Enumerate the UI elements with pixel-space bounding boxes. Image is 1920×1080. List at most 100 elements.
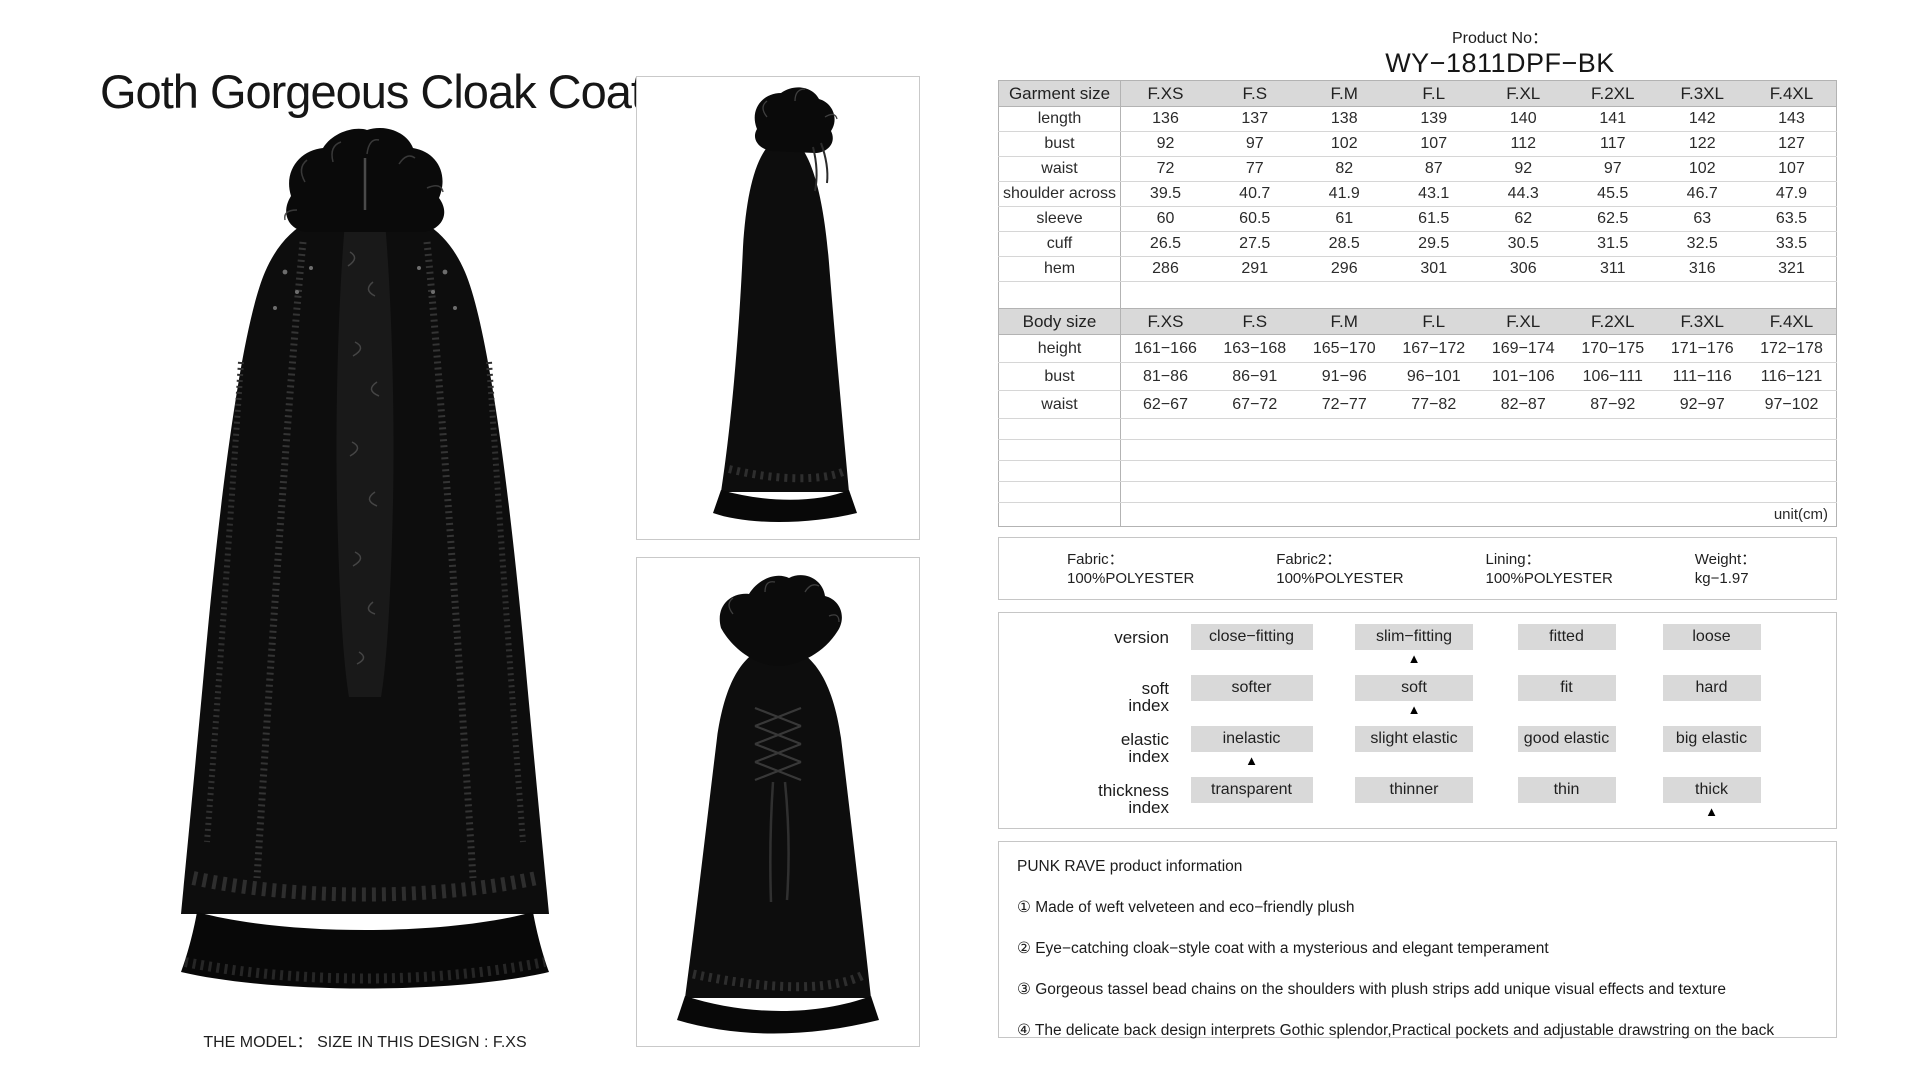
fabric-label: Fabric2：: [1276, 550, 1342, 568]
index-cell-slot: soft ▲: [1334, 675, 1494, 726]
fabric-value: 100%POLYESTER: [1067, 569, 1195, 587]
row-label: length: [998, 106, 1121, 132]
row-label: waist: [998, 156, 1121, 182]
coat-back-photo: [636, 557, 920, 1047]
unit-note: unit(cm): [1773, 506, 1828, 523]
table-cell: 82: [1299, 156, 1389, 182]
index-row: thickness index transparent thinner thin thi…: [999, 777, 1836, 828]
unit-row: unit(cm): [998, 502, 1837, 527]
table-cell: 45.5: [1568, 181, 1658, 207]
index-cell-slot: hard: [1639, 675, 1784, 726]
table-cell: [1121, 282, 1837, 309]
table-cell: 41.9: [1299, 181, 1389, 207]
table-cell: 26.5: [1120, 231, 1210, 257]
table-cell: 62: [1478, 206, 1568, 232]
table-cell: 91−96: [1299, 362, 1389, 391]
coat-side-image: [713, 87, 857, 522]
table-cell: 306: [1478, 256, 1568, 282]
table-cell: 296: [1299, 256, 1389, 282]
index-cell: fit: [1517, 675, 1616, 701]
index-row: version close−fitting slim−fitting ▲ fitted l…: [999, 624, 1836, 675]
table-cell: 77−82: [1389, 390, 1479, 419]
table-cell: 102: [1657, 156, 1747, 182]
table-cell: 87: [1389, 156, 1479, 182]
table-cell: 39.5: [1120, 181, 1210, 207]
index-row-label: soft index: [1128, 679, 1169, 715]
body-size-row: bust 81−86 86−91 91−96 96−101 101−106 106−111 1…: [998, 362, 1837, 391]
fabric-value: 100%POLYESTER: [1485, 569, 1613, 587]
index-cell-slot: close−fitting: [1169, 624, 1334, 675]
row-label: [998, 439, 1121, 461]
table-cell: 92: [1120, 131, 1210, 157]
index-cell-slot: thin: [1494, 777, 1639, 828]
index-cell-slot: thick ▲: [1639, 777, 1784, 828]
table-cell: 107: [1389, 131, 1479, 157]
table-cell: 32.5: [1657, 231, 1747, 257]
index-cell: thick: [1662, 777, 1761, 803]
table-cell: 111−116: [1657, 362, 1747, 391]
index-row: soft index softer soft ▲ fit hard: [999, 675, 1836, 726]
table-cell: F.S: [1210, 80, 1300, 107]
garment-size-row: cuff 26.5 27.5 28.5 29.5 30.5 31.5 32.5 33.5: [998, 231, 1837, 257]
fabric-item: Weight： kg−1.97: [1627, 550, 1836, 588]
table-cell: 140: [1478, 106, 1568, 132]
index-cell: big elastic: [1662, 726, 1761, 752]
table-cell: 161−166: [1120, 334, 1210, 363]
table-cell: F.S: [1210, 308, 1300, 335]
table-cell: 142: [1657, 106, 1747, 132]
product-info-box: PUNK RAVE product information ① Made of …: [998, 841, 1837, 1039]
table-cell: 102: [1299, 131, 1389, 157]
index-cell-slot: fitted: [1494, 624, 1639, 675]
table-cell: 321: [1747, 256, 1837, 282]
row-label: sleeve: [998, 206, 1121, 232]
index-cell-slot: thinner: [1334, 777, 1494, 828]
table-cell: 81−86: [1120, 362, 1210, 391]
index-cell-slot: slight elastic: [1334, 726, 1494, 777]
coat-back-image: [677, 575, 879, 1034]
index-cell: transparent: [1190, 777, 1313, 803]
table-cell: [1120, 418, 1837, 440]
table-cell: 67−72: [1210, 390, 1300, 419]
table-cell: 82−87: [1478, 390, 1568, 419]
index-row: elastic index inelastic ▲ slight elastic goo…: [999, 726, 1836, 777]
table-cell: F.4XL: [1747, 80, 1837, 107]
table-cell: 62−67: [1120, 390, 1210, 419]
table-cell: F.4XL: [1747, 308, 1837, 335]
table-cell: 139: [1389, 106, 1479, 132]
table-cell: 165−170: [1299, 334, 1389, 363]
table-cell: 28.5: [1299, 231, 1389, 257]
index-cell: softer: [1190, 675, 1313, 701]
garment-size-row: length 136 137 138 139 140 141 142 143: [998, 106, 1837, 132]
table-cell: 96−101: [1389, 362, 1479, 391]
product-info-item: ③ Gorgeous tassel bead chains on the sho…: [1017, 981, 1726, 998]
selected-marker-icon: ▲: [1407, 702, 1421, 717]
row-label: cuff: [998, 231, 1121, 257]
table-cell: F.XS: [1120, 80, 1210, 107]
row-label: bust: [998, 362, 1121, 391]
index-cell-slot: slim−fitting ▲: [1334, 624, 1494, 675]
fabric-value: 100%POLYESTER: [1276, 569, 1404, 587]
corset-lacing: [754, 706, 802, 782]
index-cell-slot: big elastic: [1639, 726, 1784, 777]
model-size-note: THE MODEL： SIZE IN THIS DESIGN : F.XS: [203, 1034, 527, 1051]
table-cell: 311: [1568, 256, 1658, 282]
product-number: Product No： WY−1811DPF−BK: [1330, 24, 1670, 79]
table-cell: 44.3: [1478, 181, 1568, 207]
table-cell: 87−92: [1568, 390, 1658, 419]
row-label: waist: [998, 390, 1121, 419]
index-cell-slot: loose: [1639, 624, 1784, 675]
product-info-item: ① Made of weft velveteen and eco−friendl…: [1017, 899, 1355, 916]
fabric-item: Fabric2： 100%POLYESTER: [1208, 550, 1417, 588]
index-cell: slight elastic: [1355, 726, 1473, 752]
table-cell: 31.5: [1568, 231, 1658, 257]
fabric-label: Fabric：: [1067, 550, 1124, 568]
table-cell: 62.5: [1568, 206, 1658, 232]
table-cell: F.XL: [1478, 308, 1568, 335]
table-cell: 122: [1657, 131, 1747, 157]
fabric-info-box: Fabric： 100%POLYESTER Fabric2： 100%POLYESTE…: [998, 537, 1837, 600]
selected-marker-icon: ▲: [1705, 804, 1718, 819]
table-cell: 143: [1747, 106, 1837, 132]
table-cell: F.XS: [1120, 308, 1210, 335]
fabric-item: Lining： 100%POLYESTER: [1418, 550, 1627, 588]
